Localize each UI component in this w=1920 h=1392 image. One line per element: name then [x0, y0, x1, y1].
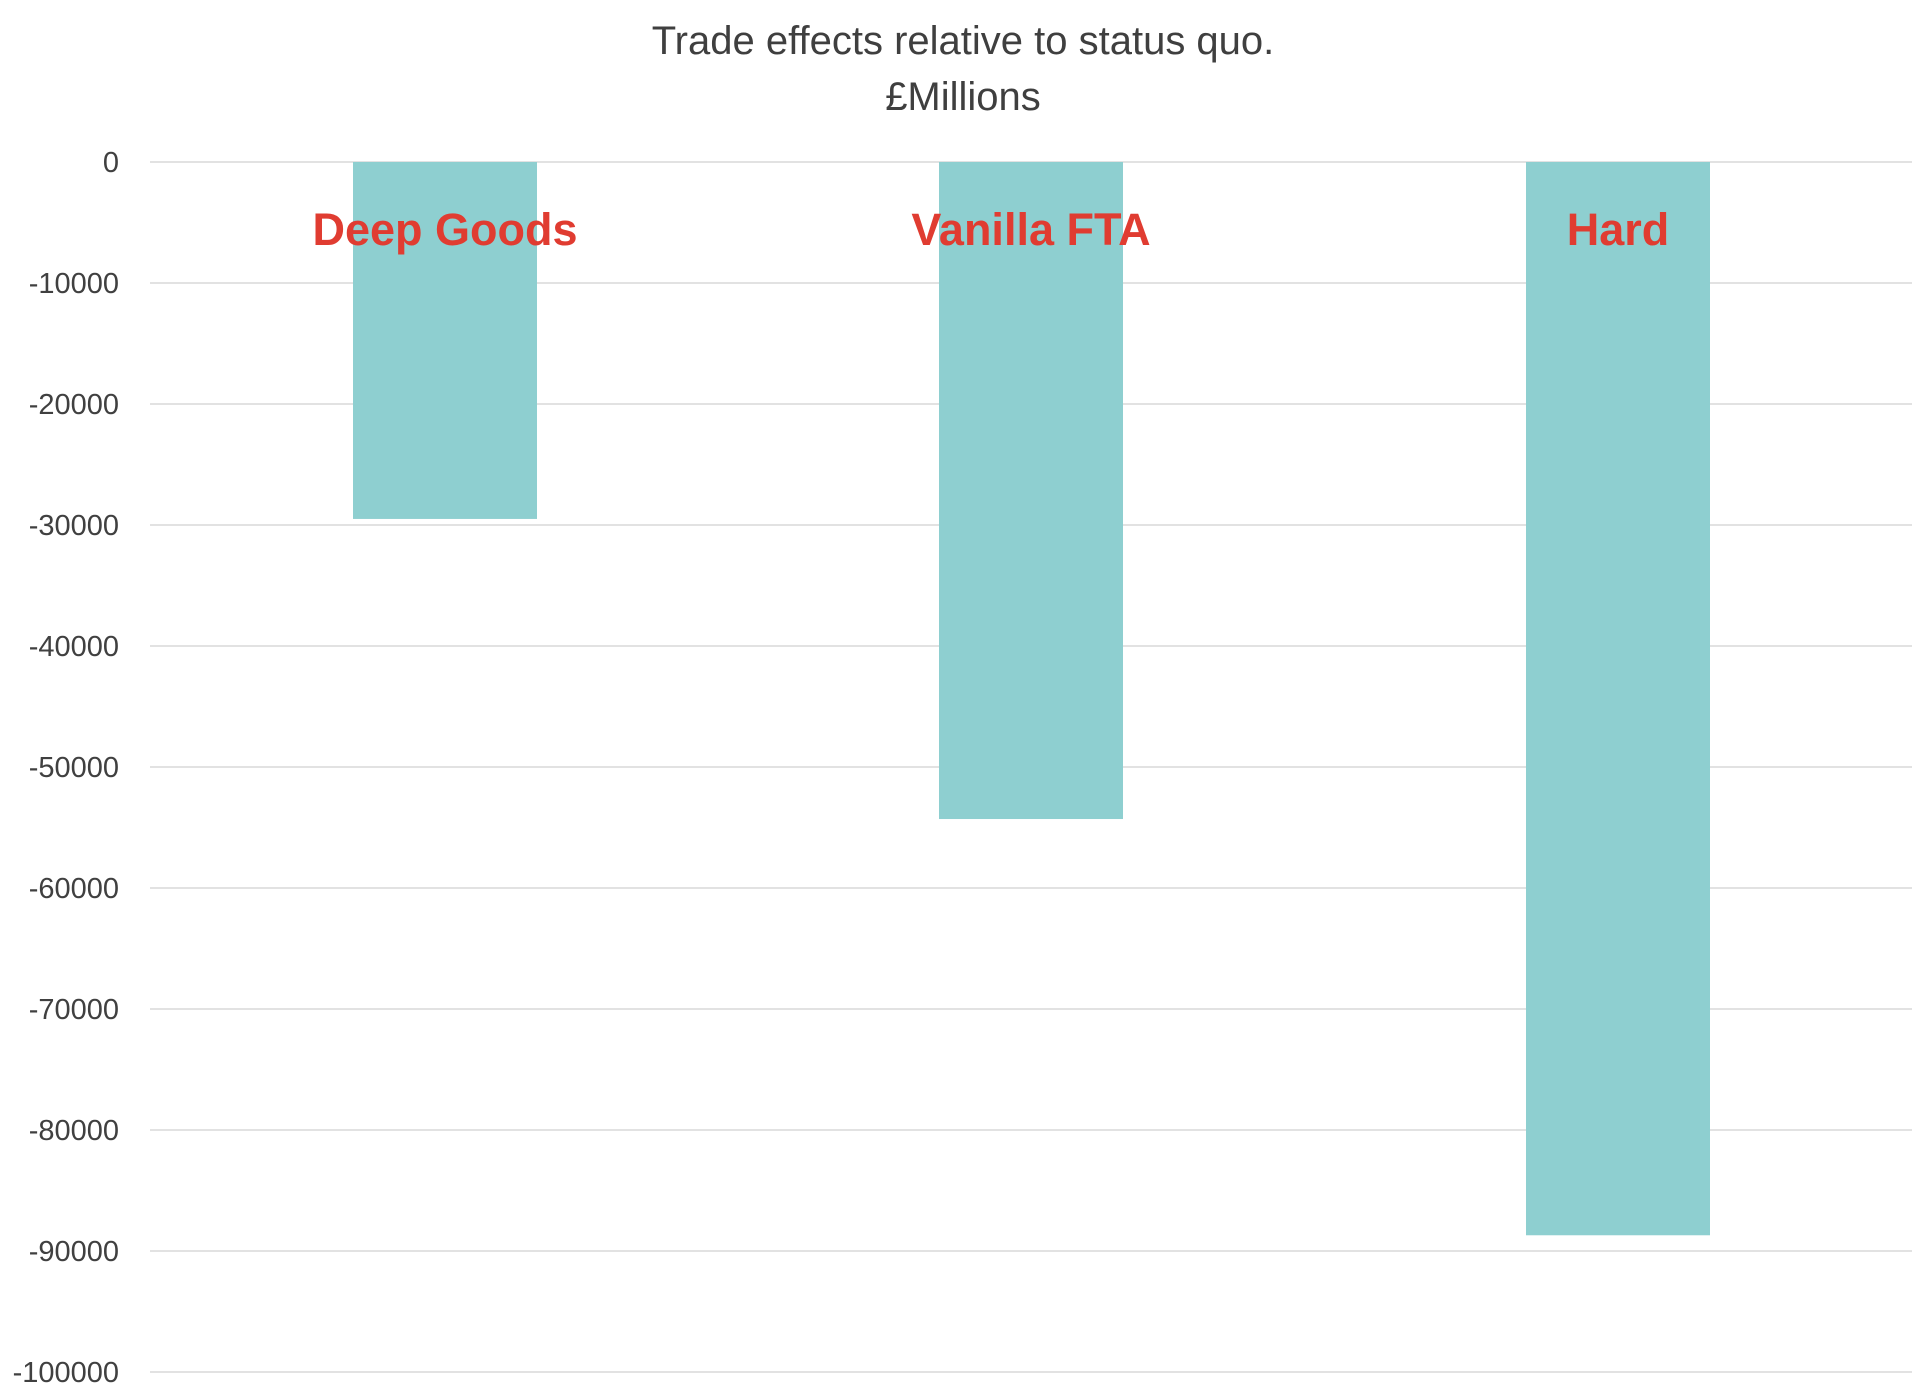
- bars: [353, 162, 1710, 1236]
- bar-vanilla-fta: [939, 162, 1123, 820]
- bar-deep-goods: [353, 162, 537, 519]
- y-axis-tick-labels: 0 -10000 -20000 -30000 -40000 -50000 -60000 -70…: [13, 147, 119, 1389]
- y-tick-label: 0: [103, 147, 119, 179]
- category-labels: Deep Goods Vanilla FTA Hard: [312, 204, 1669, 255]
- bar-hard: [1526, 162, 1710, 1236]
- category-label-vanilla-fta: Vanilla FTA: [911, 204, 1150, 255]
- chart-title: Trade effects relative to status quo.: [652, 19, 1275, 63]
- y-tick-label: -50000: [29, 752, 119, 784]
- chart-subtitle: £Millions: [885, 75, 1041, 119]
- category-label-deep-goods: Deep Goods: [312, 204, 577, 255]
- y-tick-label: -30000: [29, 510, 119, 542]
- y-tick-label: -80000: [29, 1115, 119, 1147]
- y-tick-label: -40000: [29, 631, 119, 663]
- y-tick-label: -100000: [13, 1357, 119, 1389]
- y-tick-label: -60000: [29, 873, 119, 905]
- category-label-hard: Hard: [1567, 204, 1670, 255]
- y-tick-label: -10000: [29, 268, 119, 300]
- y-tick-label: -20000: [29, 389, 119, 421]
- y-tick-label: -70000: [29, 994, 119, 1026]
- y-tick-label: -90000: [29, 1236, 119, 1268]
